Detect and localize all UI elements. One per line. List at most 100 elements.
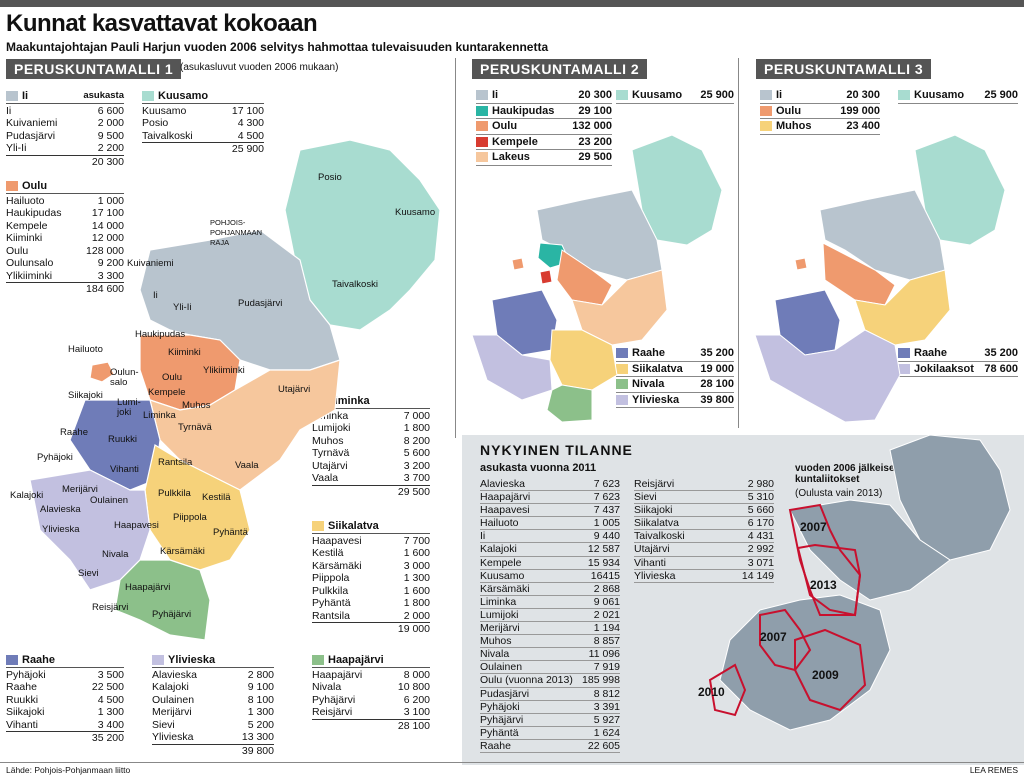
population: 9 200 — [97, 257, 124, 269]
group-kuusamo: Kuusamo Kuusamo 17 100 Posio 4 300 Taivalkosk… — [142, 90, 264, 156]
municipality-name: Kempele — [480, 556, 522, 569]
population: 3 100 — [403, 706, 430, 718]
municipality-name: Kiiminki — [6, 232, 43, 244]
municipality-name: Kuivaniemi — [6, 117, 58, 129]
legend-row: Ii 20 300 — [476, 88, 612, 104]
model1-map: Posio Kuusamo Taivalkoski POHJOIS-POHJANMAA… — [10, 139, 441, 641]
population: 15 934 — [587, 556, 620, 569]
current-row: Reisjärvi 2 980 — [634, 478, 774, 492]
map-label-raja: POHJOIS- — [210, 218, 246, 227]
group-name: Kuusamo — [158, 90, 209, 102]
color-swatch — [6, 655, 18, 666]
municipality-name: Kestilä — [312, 547, 344, 559]
municipality-name: Pyhäntä — [312, 597, 351, 609]
legend-value: 25 900 — [700, 89, 734, 101]
municipality-row: Sievi 5 200 — [152, 719, 274, 732]
municipality-row: Haukipudas 17 100 — [6, 207, 124, 220]
municipality-row: Ii 6 600 — [6, 105, 124, 118]
population: 10 800 — [397, 681, 430, 693]
group-total: 35 200 — [6, 731, 124, 745]
municipality-row: Kiiminki 12 000 — [6, 232, 124, 245]
color-swatch — [616, 363, 628, 374]
map-label-karsamaki: Kärsämäki — [160, 546, 205, 557]
population: 6 170 — [747, 517, 774, 530]
region-oulu-hailuoto — [89, 361, 115, 383]
legend-name: Jokilaaksot — [914, 362, 974, 375]
legend-value: 20 300 — [578, 89, 612, 101]
municipality-name: Oulainen — [480, 661, 523, 674]
municipality-row: Haapajärvi 8 000 — [312, 669, 430, 682]
population: 1 800 — [403, 597, 430, 609]
population: 7 623 — [593, 491, 620, 504]
municipality-name: Utajärvi — [312, 459, 348, 472]
population: 1 300 — [403, 572, 430, 584]
municipality-row: Utajärvi 3 200 — [312, 460, 430, 473]
legend-row: Oulu 199 000 — [760, 104, 880, 119]
municipality-row: Kestilä 1 600 — [312, 547, 430, 560]
divider — [738, 58, 739, 428]
map-label-lumijoki: Lumi- — [117, 397, 141, 408]
municipality-name: Oulainen — [152, 693, 195, 706]
group-total: 25 900 — [142, 142, 264, 156]
population: 3 200 — [403, 459, 430, 472]
legend-value: 78 600 — [984, 362, 1018, 375]
current-row: Pudasjärvi 8 812 — [480, 688, 620, 701]
current-row: Siikajoki 5 660 — [634, 504, 774, 518]
legend-value: 29 500 — [578, 151, 612, 163]
map-label-pyhajoki: Pyhäjoki — [37, 452, 73, 463]
group-name: Haapajärvi — [328, 654, 384, 666]
group-name: Raahe — [22, 654, 56, 666]
map-label-haukipudas: Haukipudas — [135, 329, 185, 340]
population: 1 624 — [593, 726, 620, 739]
map-label-kuivaniemi: Kuivaniemi — [127, 258, 173, 269]
model2-legend-top: Ii 20 300 Haukipudas 29 100 Oulu 132 000 Kempe… — [476, 88, 612, 166]
municipality-name: Vihanti — [634, 556, 666, 569]
municipality-name: Yli-Ii — [6, 142, 27, 154]
color-swatch — [760, 121, 772, 132]
municipality-row: Pyhäjoki 3 500 — [6, 669, 124, 682]
municipality-name: Pulkkila — [312, 584, 349, 597]
group-total: 19 000 — [312, 622, 430, 636]
legend-value: 25 900 — [984, 89, 1018, 101]
current-row: Kempele 15 934 — [480, 557, 620, 570]
legend-value: 23 400 — [846, 120, 880, 132]
map-label-piippola: Piippola — [173, 512, 208, 523]
legend-label: Raahe — [616, 347, 665, 360]
map-label-siikajoki: Siikajoki — [68, 390, 103, 401]
color-swatch — [616, 90, 628, 101]
top-rule — [0, 0, 1024, 7]
group-header: Raahe — [6, 654, 124, 668]
legend-name: Ylivieska — [632, 393, 680, 406]
legend-row: Ii 20 300 — [760, 88, 880, 104]
color-swatch — [142, 91, 154, 102]
current-row: Haapajärvi 7 623 — [480, 491, 620, 505]
current-subheader: asukasta vuonna 2011 — [480, 462, 597, 474]
population: 7 623 — [593, 478, 620, 490]
population: 2 868 — [593, 582, 620, 595]
current-row: Kuusamo 16415 — [480, 570, 620, 583]
model1-note: (asukasluvut vuoden 2006 mukaan) — [180, 62, 339, 73]
legend-name: Raahe — [632, 347, 666, 359]
municipality-name: Merijärvi — [152, 706, 192, 718]
group-name: Liminka — [328, 395, 370, 407]
population: 7 437 — [593, 504, 620, 517]
map-label-raahe: Raahe — [60, 427, 88, 438]
legend-value: 28 100 — [700, 378, 734, 390]
map-label-kalajoki: Kalajoki — [10, 490, 43, 501]
group-siikalatva: Siikalatva Haapavesi 7 700 Kestilä 1 600 Kärs… — [312, 520, 430, 636]
municipality-row: Pulkkila 1 600 — [312, 585, 430, 598]
legend-label: Ii — [476, 89, 498, 102]
municipality-row: Pyhäjärvi 6 200 — [312, 694, 430, 707]
population: 3 500 — [97, 668, 124, 681]
municipality-name: Liminka — [480, 595, 517, 608]
map-label-raja: RAJA — [210, 238, 229, 247]
population: 13 300 — [241, 731, 274, 743]
municipality-name: Pudasjärvi — [480, 687, 530, 700]
municipality-name: Kalajoki — [152, 681, 189, 693]
current-row: Siikalatva 6 170 — [634, 517, 774, 531]
current-map-title: vuoden 2006 jälkeiset kuntaliitokset — [795, 463, 898, 485]
population: 3 000 — [403, 559, 430, 572]
municipality-row: Vaala 3 700 — [312, 472, 430, 485]
legend-name: Siikalatva — [632, 362, 683, 375]
model3-legend-top: Ii 20 300 Oulu 199 000 Muhos 23 400 — [760, 88, 880, 135]
